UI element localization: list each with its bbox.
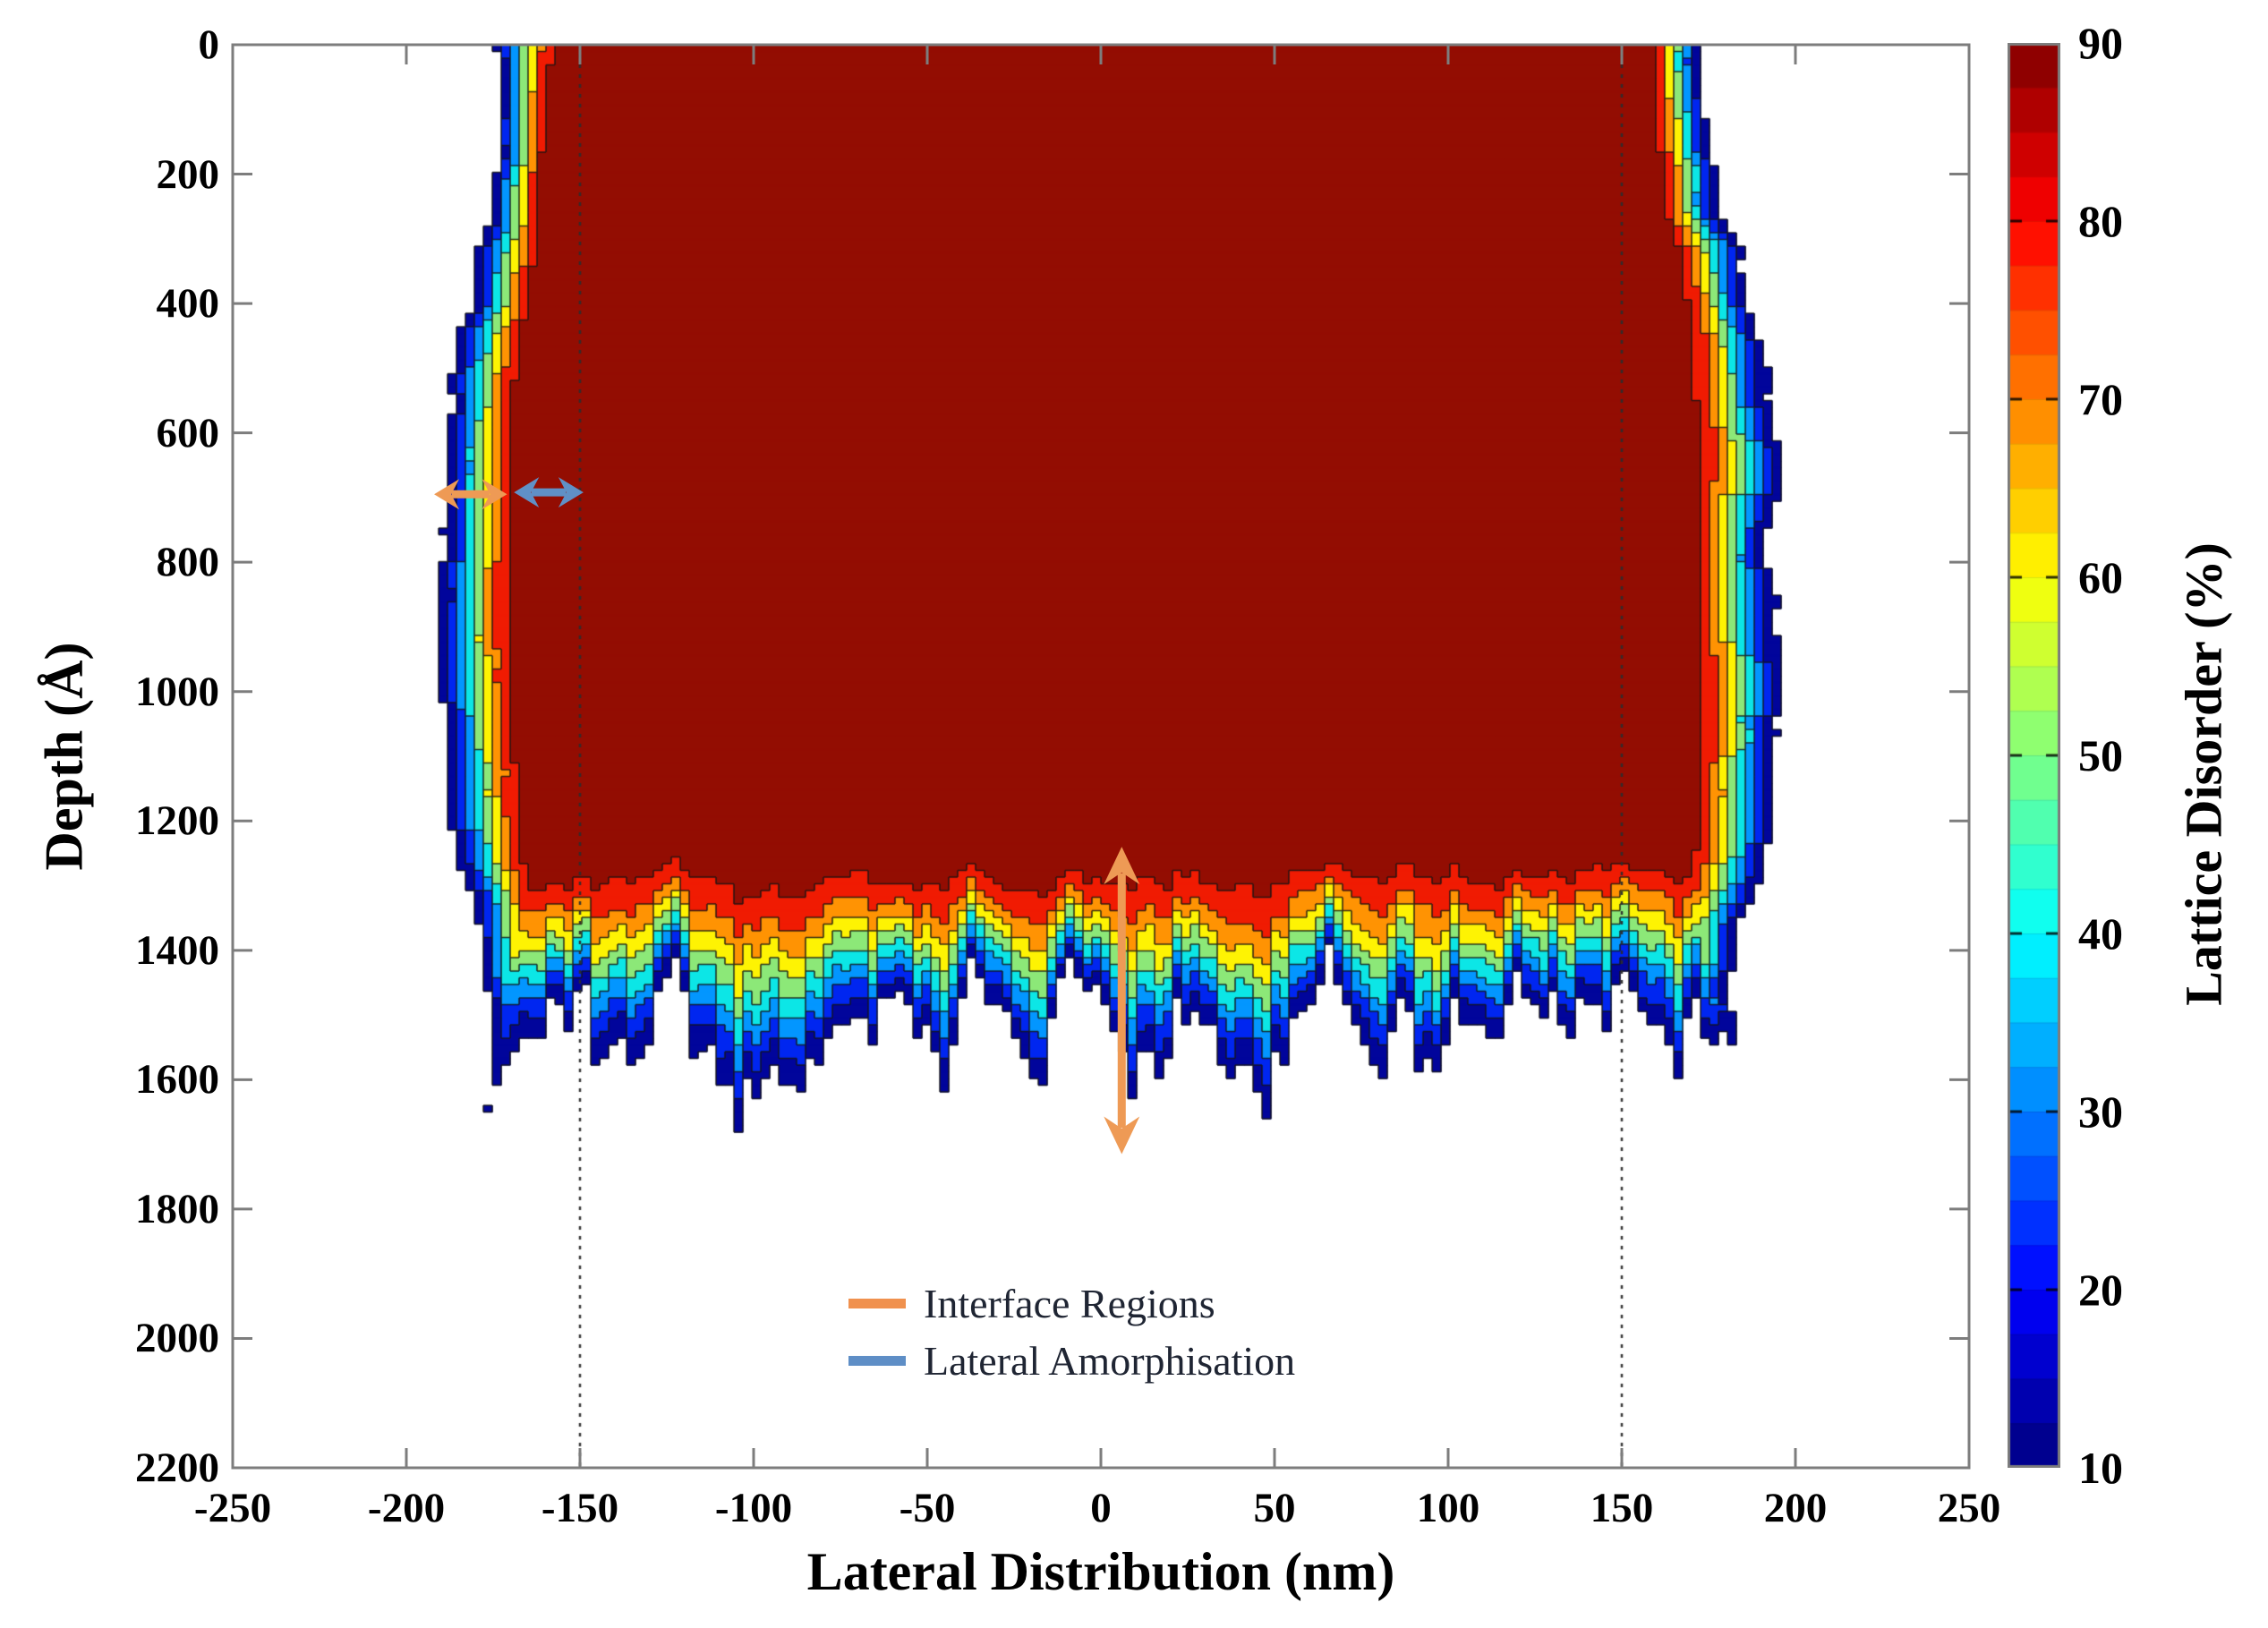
- x-tick-label--200: -200: [367, 1485, 446, 1531]
- lateral-amorphisation-swatch: [848, 1355, 906, 1366]
- x-tick-label-250: 250: [1937, 1485, 2001, 1531]
- legend-label-lateral-amorphisation: Lateral Amorphisation: [924, 1337, 1296, 1384]
- colorbar-tick-label-50: 50: [2078, 730, 2123, 780]
- colorbar-tick-label-60: 60: [2078, 552, 2123, 602]
- legend-item-lateral-amorphisation: Lateral Amorphisation: [848, 1337, 1295, 1384]
- x-tick-label-0: 0: [1090, 1485, 1112, 1531]
- colorbar-tick-label-40: 40: [2078, 908, 2123, 959]
- colorbar-tick-label-20: 20: [2078, 1265, 2123, 1315]
- y-axis-title: Depth (Å): [34, 642, 94, 871]
- y-tick-label-1200: 1200: [135, 797, 219, 845]
- legend-label-interface-regions: Interface Regions: [924, 1280, 1215, 1326]
- colorbar-tick-label-80: 80: [2078, 196, 2123, 246]
- x-tick-label-200: 200: [1763, 1485, 1828, 1531]
- x-tick-label-150: 150: [1590, 1485, 1654, 1531]
- y-tick-label-200: 200: [156, 150, 220, 198]
- colorbar-tick-label-30: 30: [2078, 1087, 2123, 1137]
- axes-frame: [231, 43, 1971, 1470]
- x-tick-label--50: -50: [899, 1485, 956, 1531]
- y-tick-label-2200: 2200: [135, 1445, 219, 1491]
- x-tick-label-100: 100: [1416, 1485, 1480, 1531]
- colorbar-tick-label-10: 10: [2078, 1443, 2123, 1493]
- x-tick-label--150: -150: [541, 1485, 619, 1531]
- colorbar-tick-label-70: 70: [2078, 374, 2123, 424]
- x-tick-label-50: 50: [1253, 1485, 1296, 1531]
- colorbar-tick-label-90: 90: [2078, 18, 2123, 68]
- y-tick-label-400: 400: [156, 280, 220, 328]
- x-axis-title: Lateral Distribution (nm): [806, 1542, 1395, 1601]
- interface-regions-swatch: [848, 1298, 906, 1308]
- lateral-amorphisation-arrow: [514, 477, 584, 508]
- interface-lateral-arrow: [434, 479, 507, 510]
- legend-item-interface-regions: Interface Regions: [848, 1280, 1295, 1326]
- x-tick-label--100: -100: [714, 1485, 793, 1531]
- y-tick-label-1600: 1600: [135, 1056, 219, 1104]
- y-tick-label-1400: 1400: [135, 926, 219, 974]
- y-tick-label-0: 0: [198, 21, 220, 68]
- x-tick-label--250: -250: [193, 1485, 272, 1531]
- contour-plot-canvas: [233, 45, 1969, 1468]
- y-tick-label-1800: 1800: [135, 1185, 219, 1232]
- colorbar-gradient: [2008, 43, 2060, 1468]
- y-tick-label-2000: 2000: [135, 1315, 219, 1362]
- colorbar-title: Lattice Disorder (%): [2174, 542, 2233, 1006]
- interface-depth-arrow: [1104, 847, 1140, 1155]
- y-tick-label-1000: 1000: [135, 668, 219, 715]
- legend: Interface Regions Lateral Amorphisation: [848, 1280, 1295, 1394]
- y-tick-label-800: 800: [156, 539, 220, 586]
- y-tick-label-600: 600: [156, 409, 220, 456]
